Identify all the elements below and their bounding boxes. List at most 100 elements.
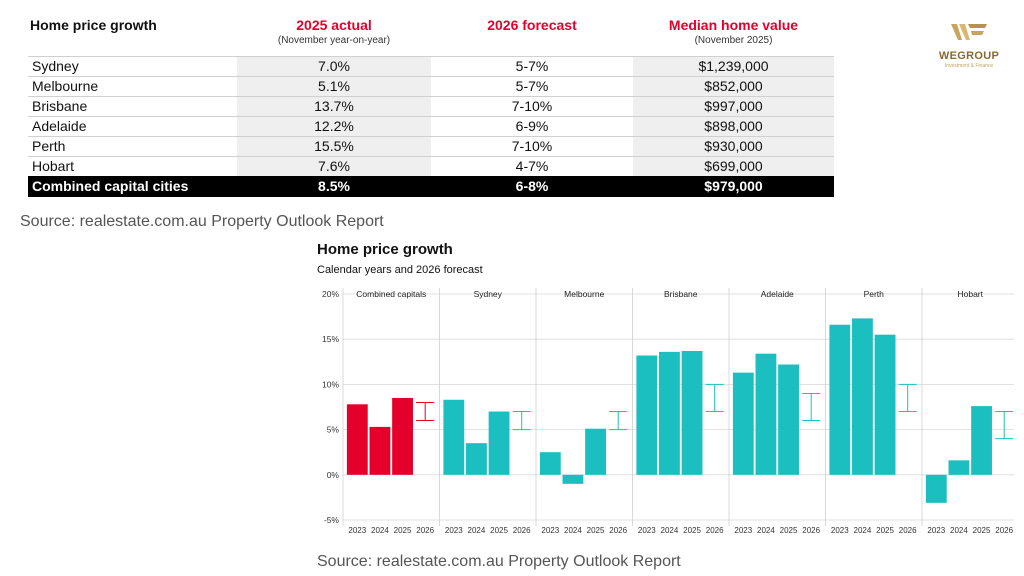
x-tick-label: 2024 — [564, 526, 582, 535]
x-tick-label: 2025 — [683, 526, 701, 535]
cell-median: $898,000 — [633, 117, 834, 136]
cell-actual: 12.2% — [237, 117, 431, 136]
bar — [971, 406, 992, 475]
table-row: Melbourne 5.1% 5-7% $852,000 — [28, 76, 834, 96]
logo-mark-icon — [951, 24, 987, 40]
logo-tagline: Investment & Finance — [944, 63, 994, 69]
x-tick-label: 2023 — [445, 526, 463, 535]
header-actual: 2025 actual (November year-on-year) — [277, 17, 391, 46]
header-forecast: 2026 forecast — [487, 17, 577, 33]
chart-title: Home price growth — [317, 241, 453, 258]
cell-city: Adelaide — [32, 118, 87, 134]
x-tick-label: 2024 — [757, 526, 775, 535]
bar — [874, 334, 896, 475]
bar — [829, 324, 851, 475]
y-tick-label: -5% — [324, 515, 340, 525]
cell-city: Combined capital cities — [32, 178, 189, 194]
cell-forecast: 6-9% — [515, 118, 549, 134]
bar — [488, 411, 510, 475]
bar — [778, 364, 799, 475]
bar — [443, 399, 465, 475]
panel-label: Adelaide — [761, 289, 794, 299]
x-tick-label: 2026 — [899, 526, 917, 535]
panel-label: Sydney — [474, 289, 503, 299]
x-tick-label: 2023 — [348, 526, 366, 535]
x-tick-label: 2024 — [950, 526, 968, 535]
header-city: Home price growth — [30, 17, 157, 33]
cell-forecast: 6-8% — [515, 178, 549, 194]
cell-median: $997,000 — [633, 97, 834, 116]
x-tick-label: 2023 — [734, 526, 752, 535]
bar — [659, 351, 680, 475]
x-tick-label: 2025 — [490, 526, 508, 535]
table-row: Perth 15.5% 7-10% $930,000 — [28, 136, 834, 156]
bar — [539, 452, 561, 475]
cell-forecast: 4-7% — [515, 158, 549, 174]
x-tick-label: 2026 — [416, 526, 434, 535]
cell-actual: 13.7% — [237, 97, 431, 116]
logo-name: WEGROUP — [938, 50, 1000, 62]
x-tick-label: 2025 — [780, 526, 798, 535]
x-tick-label: 2025 — [394, 526, 412, 535]
bar — [948, 460, 970, 475]
table-total-row: Combined capital cities 8.5% 6-8% $979,0… — [28, 176, 834, 197]
cell-median: $979,000 — [704, 178, 763, 194]
source-top: Source: realestate.com.au Property Outlo… — [20, 213, 384, 230]
x-tick-label: 2026 — [706, 526, 724, 535]
x-tick-label: 2024 — [371, 526, 389, 535]
x-tick-label: 2023 — [831, 526, 849, 535]
cell-forecast: 5-7% — [515, 58, 549, 74]
bar — [392, 397, 413, 475]
y-tick-label: 15% — [322, 334, 339, 344]
panel-label: Combined capitals — [356, 289, 426, 299]
bar — [852, 318, 873, 475]
cell-city: Melbourne — [32, 78, 99, 94]
y-tick-label: 10% — [322, 379, 339, 389]
bar — [466, 443, 487, 475]
y-tick-label: 5% — [327, 425, 340, 435]
cell-forecast: 7-10% — [511, 98, 553, 114]
panel-label: Melbourne — [564, 289, 604, 299]
cell-forecast: 7-10% — [511, 138, 553, 154]
bar — [681, 350, 703, 475]
bar — [369, 426, 391, 475]
cell-actual: 8.5% — [318, 178, 350, 194]
cell-actual: 7.6% — [237, 157, 431, 176]
y-tick-label: 20% — [322, 289, 339, 299]
cell-median: $1,239,000 — [633, 57, 834, 76]
bar — [585, 428, 606, 475]
header-median: Median home value (November 2025) — [668, 17, 799, 46]
cell-forecast: 5-7% — [515, 78, 549, 94]
cell-actual: 15.5% — [237, 137, 431, 156]
panel-label: Hobart — [957, 289, 983, 299]
cell-actual: 5.1% — [237, 77, 431, 96]
panel-label: Brisbane — [664, 289, 698, 299]
x-tick-label: 2026 — [609, 526, 627, 535]
wegroup-logo: WEGROUP Investment & Finance — [936, 22, 1002, 69]
table-row: Sydney 7.0% 5-7% $1,239,000 — [28, 56, 834, 76]
x-tick-label: 2025 — [876, 526, 894, 535]
home-price-growth-chart: -5% 0% 5% 10% 15% 20% Combined capitals 2023 202… — [322, 288, 1014, 535]
x-tick-label: 2024 — [661, 526, 679, 535]
cell-median: $699,000 — [633, 157, 834, 176]
x-tick-label: 2023 — [638, 526, 656, 535]
cell-city: Hobart — [32, 158, 75, 174]
x-tick-label: 2024 — [468, 526, 486, 535]
table-row: Hobart 7.6% 4-7% $699,000 — [28, 156, 834, 176]
bar — [346, 404, 368, 475]
chart-subtitle: Calendar years and 2026 forecast — [317, 264, 483, 276]
x-tick-label: 2026 — [802, 526, 820, 535]
y-tick-label: 0% — [327, 470, 340, 480]
cell-city: Perth — [32, 138, 66, 154]
x-tick-label: 2026 — [995, 526, 1013, 535]
bar — [755, 353, 777, 475]
x-tick-label: 2025 — [587, 526, 605, 535]
bar — [636, 355, 658, 475]
cell-city: Brisbane — [32, 98, 88, 114]
cell-median: $930,000 — [633, 137, 834, 156]
bar — [562, 474, 584, 484]
panel-label: Perth — [864, 289, 885, 299]
x-tick-label: 2026 — [513, 526, 531, 535]
x-tick-label: 2023 — [927, 526, 945, 535]
bar — [732, 372, 754, 475]
